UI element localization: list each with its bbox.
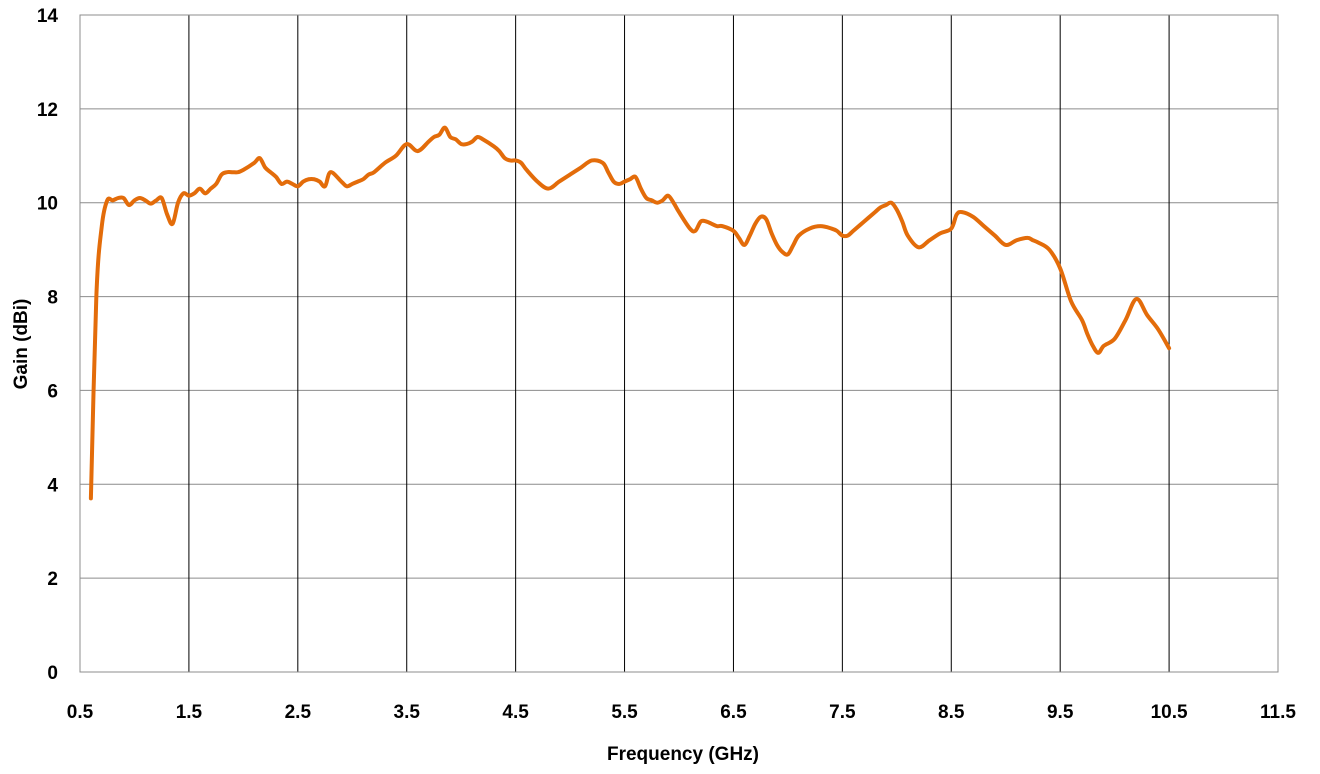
y-tick-label: 6 <box>47 381 58 402</box>
y-tick-label: 2 <box>47 569 58 590</box>
x-tick-label: 9.5 <box>1047 702 1074 723</box>
y-tick-label: 14 <box>37 6 59 27</box>
y-tick-label: 10 <box>37 194 58 215</box>
y-tick-label: 12 <box>37 100 58 121</box>
x-tick-label: 2.5 <box>285 702 312 723</box>
x-tick-label: 10.5 <box>1151 702 1188 723</box>
gain-series-line <box>88 125 1172 501</box>
x-tick-label: 1.5 <box>176 702 203 723</box>
y-tick-label: 0 <box>47 663 58 684</box>
series-layer <box>88 125 1172 501</box>
x-tick-label: 4.5 <box>502 702 529 723</box>
y-axis-title: Gain (dBi) <box>11 299 32 390</box>
x-tick-label: 7.5 <box>829 702 856 723</box>
grid-layer <box>79 14 1279 673</box>
x-axis-title: Frequency (GHz) <box>607 744 759 765</box>
x-tick-label: 6.5 <box>720 702 747 723</box>
y-tick-label: 8 <box>47 288 58 309</box>
x-tick-label: 11.5 <box>1260 702 1296 723</box>
x-tick-label: 0.5 <box>67 702 94 723</box>
plot-area-border <box>79 14 1279 673</box>
x-tick-label: 8.5 <box>938 702 965 723</box>
y-tick-label: 4 <box>47 475 58 496</box>
tick-label-layer: 0 2 4 6 8 10 12 14 0.5 1.5 2.5 3.5 4.5 5.5 6.5 7.5 8.5 9.… <box>37 6 1297 723</box>
x-tick-label: 3.5 <box>394 702 421 723</box>
x-tick-label: 5.5 <box>611 702 638 723</box>
